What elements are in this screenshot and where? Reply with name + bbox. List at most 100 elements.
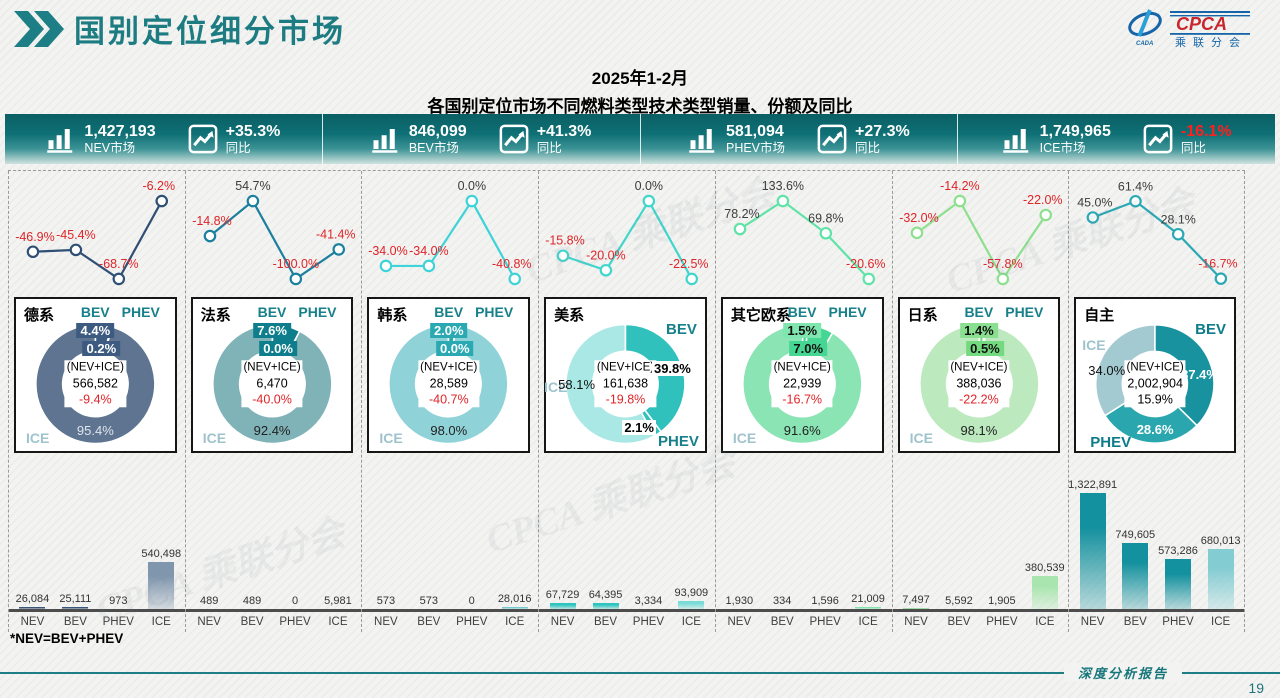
- yoy-line-chart: -14.8% 54.7% -100.0% -41.4%: [186, 171, 362, 295]
- bar-bev: [62, 606, 89, 609]
- volume-bar-chart: 573 573 0 28,016: [362, 457, 539, 612]
- ice-share-label: 58.1%: [558, 377, 596, 392]
- subtitle-desc: 各国别定位市场不同燃料类型技术类型销量、份额及同比: [427, 97, 853, 116]
- bar-value-label: 749,605: [1115, 529, 1156, 542]
- svg-text:69.8%: 69.8%: [808, 211, 843, 225]
- bar-slot-ice: 28,016: [493, 593, 536, 609]
- bar-value-label: 7,497: [902, 594, 930, 607]
- bar-value-label: 489: [242, 595, 262, 607]
- bar-slot-phev: 573,286: [1157, 545, 1200, 609]
- bar-phev: [1164, 558, 1191, 609]
- donut-segment-ice: [35, 323, 156, 445]
- line-chart-svg: -14.8% 54.7% -100.0% -41.4%: [192, 179, 356, 286]
- svg-text:-20.0%: -20.0%: [586, 248, 626, 262]
- donut-center-label: (NEV+ICE) 28,589 -40.7%: [418, 360, 480, 408]
- donut-legend: BEV PHEV: [954, 304, 1055, 320]
- bar-slot-nev: 573: [364, 595, 407, 609]
- axis-label-bev: BEV: [1123, 616, 1147, 628]
- bar-slot-bev: 573: [407, 595, 450, 609]
- ice-name-label: ICE: [26, 430, 50, 446]
- axis-label-ice: ICE: [151, 616, 171, 628]
- bar-slot-bev: 489: [231, 595, 274, 609]
- bar-ice: [855, 607, 882, 609]
- center-yoy: -19.8%: [605, 392, 646, 407]
- trend-icon: [499, 124, 529, 154]
- bar-value-label: 5,592: [945, 594, 973, 607]
- ice-share-label: 91.6%: [783, 423, 821, 438]
- line-chart-svg: 78.2%133.6% 69.8% -20.6%: [724, 179, 885, 286]
- center-title: (NEV+ICE): [1126, 361, 1184, 374]
- header: 国别定位细分市场: [12, 6, 346, 51]
- svg-text:CPCA: CPCA: [1176, 14, 1227, 34]
- donut-center-label: (NEV+ICE) 6,470 -40.0%: [241, 360, 303, 408]
- center-value: 22,939: [783, 376, 822, 391]
- center-title: (NEV+ICE): [596, 361, 655, 374]
- brand-column: -46.9% -45.4% -68.7% -6.2% 德系 BEV PHEV (NEV+…: [8, 171, 185, 632]
- bar-slot-nev: 1,322,891: [1068, 479, 1117, 609]
- bar-slot-phev: 0: [450, 595, 493, 609]
- volume-bar-chart: 7,497 5,592 1,905 380,539: [892, 457, 1069, 612]
- bar-value-label: 3,334: [634, 594, 663, 607]
- yoy-line-chart: -46.9% -45.4% -68.7% -6.2%: [9, 171, 185, 295]
- bev-share-label: 39.8%: [651, 361, 693, 376]
- brand-name: 法系: [200, 307, 231, 324]
- axis-label-ice: ICE: [328, 616, 348, 628]
- bar-nev: [549, 603, 576, 609]
- brand-name: 日系: [907, 307, 938, 324]
- volume-bar-chart: 26,084 25,111 973 540,498: [9, 457, 185, 612]
- bar-slot-phev: 1,596: [804, 595, 847, 609]
- center-title: (NEV+ICE): [420, 361, 478, 374]
- bar-chart-icon: [372, 128, 398, 153]
- svg-text:133.6%: 133.6%: [762, 179, 804, 193]
- axis-label-nev: NEV: [904, 616, 928, 628]
- bar-value-label: 93,909: [674, 586, 709, 599]
- kpi-phev: 581,094 PHEV市场 +27.3% 同比: [639, 114, 958, 164]
- double-chevron-icon: [14, 10, 64, 47]
- axis-label-nev: NEV: [1080, 616, 1105, 628]
- footer-divider: [0, 672, 1280, 674]
- bev-share-badge: 1.4%: [960, 323, 998, 338]
- trend-icon: [1143, 124, 1173, 154]
- legend-bev: BEV: [257, 304, 287, 320]
- svg-text:-41.4%: -41.4%: [316, 227, 356, 241]
- category-axis: NEV BEV PHEV ICE: [362, 612, 538, 632]
- volume-bar-chart: 67,729 64,395 3,334 93,909: [539, 457, 715, 612]
- bar-value-label: 680,013: [1200, 535, 1241, 548]
- bar-nev: [903, 608, 930, 609]
- bar-value-label: 5,981: [324, 594, 352, 607]
- donut-center-label: (NEV+ICE) 388,036 -22.2%: [948, 360, 1010, 408]
- svg-text:-46.9%: -46.9%: [15, 230, 55, 244]
- bar-bev: [945, 608, 972, 609]
- bar-slot-nev: 26,084: [11, 593, 54, 609]
- bar-value-label: 1,596: [811, 594, 839, 607]
- bar-value-label: 973: [109, 594, 128, 607]
- kpi-bar: 1,427,193 NEV市场 +35.3% 同比 846,099 BEV市场 +41…: [5, 114, 1275, 164]
- legend-phev: PHEV: [298, 304, 337, 320]
- bar-nev: [19, 606, 46, 609]
- svg-text:-68.7%: -68.7%: [99, 257, 139, 271]
- svg-text:-40.8%: -40.8%: [492, 257, 532, 271]
- center-yoy: -40.7%: [428, 392, 469, 407]
- legend-phev: PHEV: [475, 304, 514, 320]
- bar-value-label: 25,111: [59, 592, 92, 605]
- category-axis: NEV BEV PHEV ICE: [9, 612, 185, 632]
- center-value: 6,470: [256, 376, 288, 391]
- center-value: 2,002,904: [1127, 376, 1183, 391]
- legend-bev: BEV: [964, 304, 994, 320]
- bev-name-label: BEV: [1195, 321, 1226, 338]
- bar-slot-ice: 5,981: [316, 594, 359, 609]
- bar-value-label: 67,729: [545, 589, 580, 602]
- bar-ice: [501, 606, 528, 609]
- svg-text:0.0%: 0.0%: [458, 179, 486, 193]
- bar-slot-nev: 7,497: [895, 594, 938, 609]
- ice-share-label: 92.4%: [253, 423, 291, 438]
- axis-label-phev: PHEV: [1162, 616, 1194, 628]
- trend-icon: [188, 124, 217, 154]
- yoy-line-chart: 78.2% 133.6% 69.8% -20.6%: [716, 171, 892, 295]
- line-chart-svg: 45.0% 61.4% 28.1% -16.7%: [1078, 179, 1238, 285]
- svg-text:-22.5%: -22.5%: [669, 257, 709, 271]
- bev-share-badge: 7.6%: [253, 323, 291, 338]
- center-value: 566,582: [72, 376, 118, 391]
- ice-share-label: 98.0%: [430, 423, 468, 438]
